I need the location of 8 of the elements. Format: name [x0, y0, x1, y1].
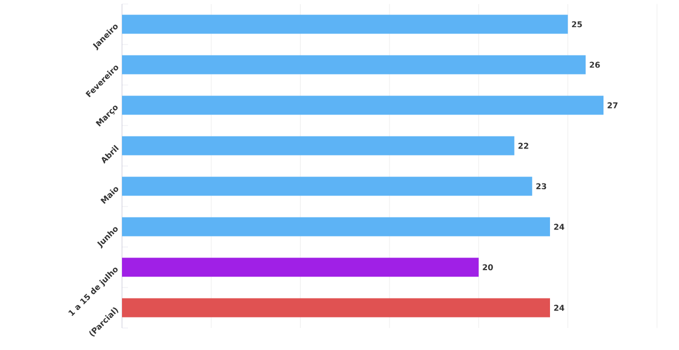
- bar: [122, 14, 568, 34]
- bar: [122, 176, 532, 196]
- bar: [122, 55, 586, 74]
- bar: [122, 96, 604, 115]
- bar: [122, 298, 550, 318]
- bar: [122, 136, 514, 156]
- bar: [122, 217, 550, 236]
- bar: [122, 258, 479, 277]
